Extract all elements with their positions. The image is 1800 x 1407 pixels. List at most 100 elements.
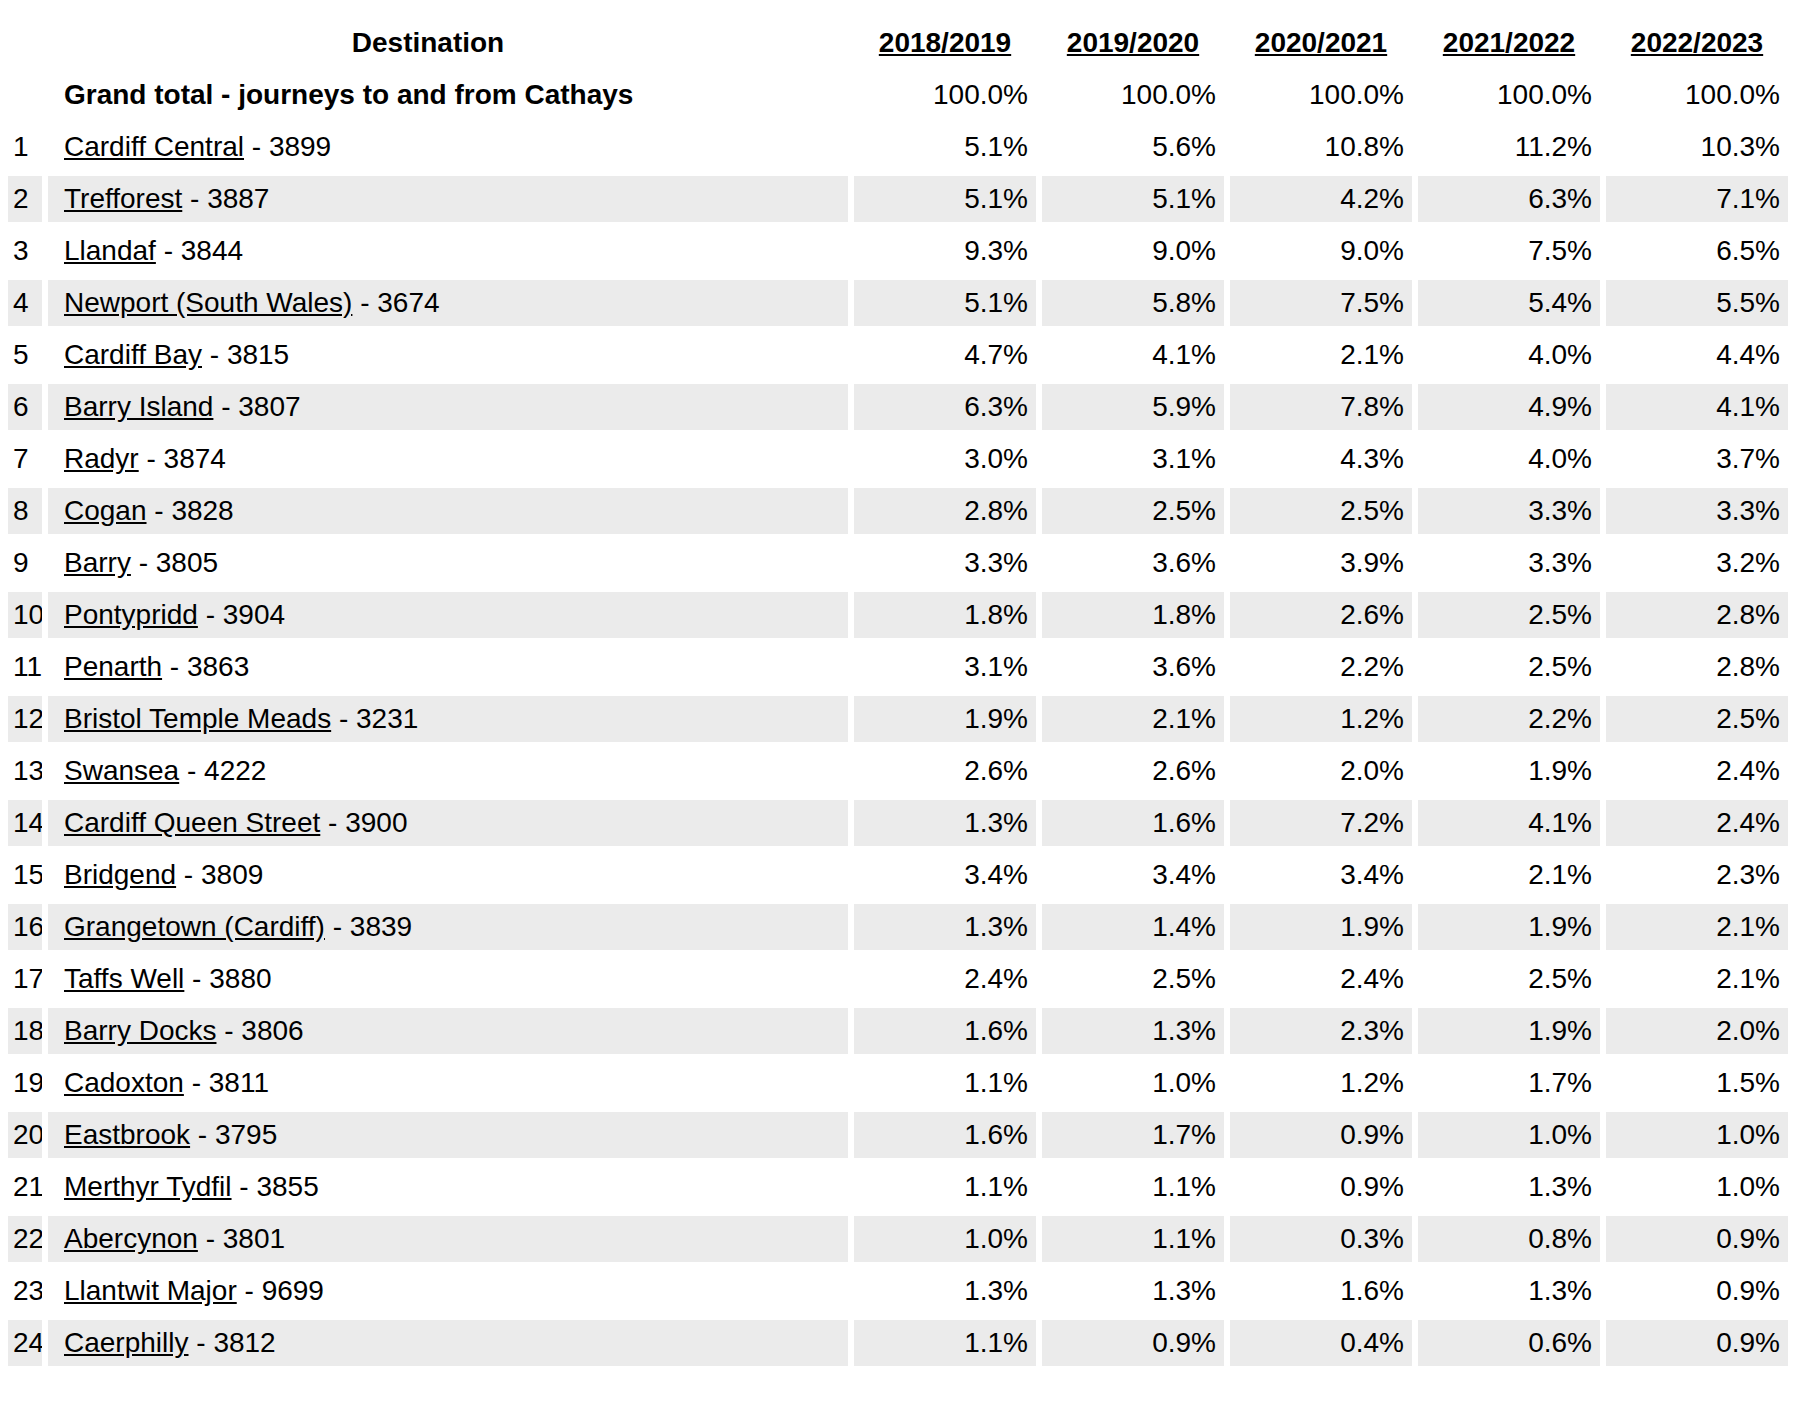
station-code: 3795 xyxy=(215,1119,277,1150)
percentage-cell: 4.9% xyxy=(1418,384,1600,430)
table-row: 18 Barry Docks - 3806 1.6% 1.3% 2.3% 1.9… xyxy=(8,1008,1788,1054)
percentage-cell: 1.2% xyxy=(1230,1060,1412,1106)
year-column-header: 2019/2020 xyxy=(1042,20,1224,66)
row-rank: 12 xyxy=(8,696,42,742)
percentage-cell: 1.0% xyxy=(1606,1164,1788,1210)
row-rank: 9 xyxy=(8,540,42,586)
station-link[interactable]: Cardiff Queen Street xyxy=(64,807,320,838)
destination-cell: Cardiff Bay - 3815 xyxy=(48,332,848,378)
percentage-cell: 0.9% xyxy=(1230,1112,1412,1158)
percentage-cell: 1.3% xyxy=(1418,1268,1600,1314)
station-link[interactable]: Eastbrook xyxy=(64,1119,190,1150)
station-link[interactable]: Bristol Temple Meads xyxy=(64,703,331,734)
station-link[interactable]: Penarth xyxy=(64,651,162,682)
percentage-cell: 0.6% xyxy=(1418,1320,1600,1366)
table-row: 6 Barry Island - 3807 6.3% 5.9% 7.8% 4.9… xyxy=(8,384,1788,430)
station-code: 3839 xyxy=(350,911,412,942)
station-link[interactable]: Caerphilly xyxy=(64,1327,189,1358)
row-rank: 1 xyxy=(8,124,42,170)
station-link[interactable]: Cardiff Bay xyxy=(64,339,202,370)
destination-cell: Grangetown (Cardiff) - 3839 xyxy=(48,904,848,950)
station-link[interactable]: Abercynon xyxy=(64,1223,198,1254)
percentage-cell: 2.5% xyxy=(1042,488,1224,534)
year-header-link[interactable]: 2022/2023 xyxy=(1631,27,1763,58)
station-link[interactable]: Barry xyxy=(64,547,131,578)
percentage-cell: 2.8% xyxy=(854,488,1036,534)
station-link[interactable]: Grangetown (Cardiff) xyxy=(64,911,325,942)
station-code: 3807 xyxy=(238,391,300,422)
year-column-header: 2021/2022 xyxy=(1418,20,1600,66)
station-link[interactable]: Barry Docks xyxy=(64,1015,216,1046)
percentage-cell: 2.8% xyxy=(1606,592,1788,638)
percentage-cell: 11.2% xyxy=(1418,124,1600,170)
percentage-cell: 6.3% xyxy=(854,384,1036,430)
station-code-separator: - xyxy=(176,859,201,890)
percentage-cell: 1.6% xyxy=(1230,1268,1412,1314)
station-link[interactable]: Bridgend xyxy=(64,859,176,890)
station-link[interactable]: Llandaf xyxy=(64,235,156,266)
percentage-cell: 4.0% xyxy=(1418,332,1600,378)
station-code: 3801 xyxy=(223,1223,285,1254)
station-code: 4222 xyxy=(204,755,266,786)
percentage-cell: 2.1% xyxy=(1042,696,1224,742)
percentage-cell: 7.8% xyxy=(1230,384,1412,430)
percentage-cell: 3.3% xyxy=(1418,488,1600,534)
destination-cell: Abercynon - 3801 xyxy=(48,1216,848,1262)
percentage-cell: 3.7% xyxy=(1606,436,1788,482)
percentage-cell: 2.3% xyxy=(1606,852,1788,898)
station-link[interactable]: Merthyr Tydfil xyxy=(64,1171,232,1202)
percentage-cell: 1.1% xyxy=(1042,1216,1224,1262)
destination-cell: Llandaf - 3844 xyxy=(48,228,848,274)
station-link[interactable]: Newport (South Wales) xyxy=(64,287,352,318)
year-header-link[interactable]: 2019/2020 xyxy=(1067,27,1199,58)
percentage-cell: 3.3% xyxy=(1606,488,1788,534)
station-link[interactable]: Taffs Well xyxy=(64,963,184,994)
station-code-separator: - xyxy=(244,131,269,162)
destination-cell: Cogan - 3828 xyxy=(48,488,848,534)
station-code: 3828 xyxy=(171,495,233,526)
percentage-cell: 0.8% xyxy=(1418,1216,1600,1262)
percentage-cell: 7.5% xyxy=(1418,228,1600,274)
percentage-cell: 3.2% xyxy=(1606,540,1788,586)
station-link[interactable]: Radyr xyxy=(64,443,139,474)
percentage-cell: 2.4% xyxy=(1606,748,1788,794)
year-header-link[interactable]: 2020/2021 xyxy=(1255,27,1387,58)
station-link[interactable]: Cogan xyxy=(64,495,147,526)
station-link[interactable]: Cadoxton xyxy=(64,1067,184,1098)
station-link[interactable]: Llantwit Major xyxy=(64,1275,237,1306)
station-link[interactable]: Barry Island xyxy=(64,391,213,422)
year-header-link[interactable]: 2021/2022 xyxy=(1443,27,1575,58)
station-code: 3811 xyxy=(209,1067,269,1098)
station-code-separator: - xyxy=(162,651,187,682)
table-row: 8 Cogan - 3828 2.8% 2.5% 2.5% 3.3% 3.3% xyxy=(8,488,1788,534)
grand-total-value: 100.0% xyxy=(1418,72,1600,118)
station-code: 3844 xyxy=(181,235,243,266)
percentage-cell: 2.5% xyxy=(1418,956,1600,1002)
year-header-link[interactable]: 2018/2019 xyxy=(879,27,1011,58)
table-row: 15 Bridgend - 3809 3.4% 3.4% 3.4% 2.1% 2… xyxy=(8,852,1788,898)
percentage-cell: 5.1% xyxy=(1042,176,1224,222)
table-row: 14 Cardiff Queen Street - 3900 1.3% 1.6%… xyxy=(8,800,1788,846)
header-row: Destination 2018/2019 2019/2020 2020/202… xyxy=(8,20,1788,66)
station-link[interactable]: Trefforest xyxy=(64,183,182,214)
station-link[interactable]: Swansea xyxy=(64,755,179,786)
table-row: 17 Taffs Well - 3880 2.4% 2.5% 2.4% 2.5%… xyxy=(8,956,1788,1002)
percentage-cell: 1.6% xyxy=(854,1008,1036,1054)
station-link[interactable]: Pontypridd xyxy=(64,599,198,630)
station-code: 3880 xyxy=(209,963,271,994)
station-link[interactable]: Cardiff Central xyxy=(64,131,244,162)
destination-cell: Penarth - 3863 xyxy=(48,644,848,690)
percentage-cell: 5.1% xyxy=(854,280,1036,326)
percentage-cell: 6.5% xyxy=(1606,228,1788,274)
percentage-cell: 3.1% xyxy=(1042,436,1224,482)
destination-cell: Eastbrook - 3795 xyxy=(48,1112,848,1158)
table-row: 21 Merthyr Tydfil - 3855 1.1% 1.1% 0.9% … xyxy=(8,1164,1788,1210)
station-code-separator: - xyxy=(184,1067,209,1098)
percentage-cell: 2.5% xyxy=(1418,592,1600,638)
row-rank: 6 xyxy=(8,384,42,430)
percentage-cell: 1.8% xyxy=(854,592,1036,638)
destination-cell: Llantwit Major - 9699 xyxy=(48,1268,848,1314)
station-code-separator: - xyxy=(189,1327,214,1358)
destination-column-header: Destination xyxy=(8,20,848,66)
station-code-separator: - xyxy=(182,183,207,214)
